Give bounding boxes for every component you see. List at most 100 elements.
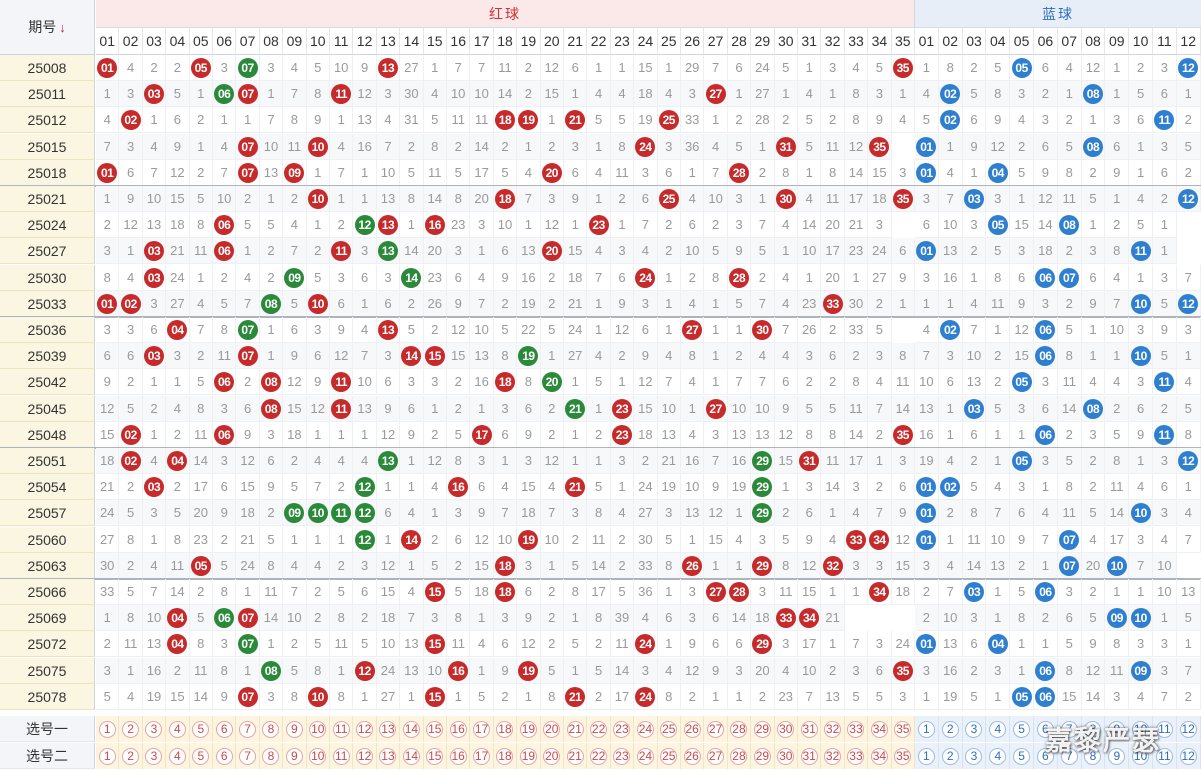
blue-select-cell[interactable]: 5 xyxy=(1010,743,1034,769)
red-select-cell[interactable]: 18 xyxy=(493,743,518,769)
red-select-cell[interactable]: 22 xyxy=(587,743,611,769)
red-select-cell[interactable]: 3 xyxy=(142,743,167,769)
blue-select-cell[interactable]: 11 xyxy=(1153,743,1177,769)
red-select-cell[interactable]: 30 xyxy=(774,716,798,742)
red-select-ball[interactable]: 19 xyxy=(519,747,537,765)
red-select-ball[interactable]: 17 xyxy=(473,720,491,738)
blue-select-ball[interactable]: 7 xyxy=(1060,720,1078,738)
red-select-cell[interactable]: 30 xyxy=(774,743,798,769)
blue-select-ball[interactable]: 6 xyxy=(1036,747,1054,765)
blue-select-cell[interactable]: 5 xyxy=(1010,716,1034,742)
red-select-ball[interactable]: 34 xyxy=(870,747,888,765)
blue-select-cell[interactable]: 4 xyxy=(986,743,1011,769)
red-select-cell[interactable]: 23 xyxy=(610,743,635,769)
blue-select-ball[interactable]: 4 xyxy=(989,720,1007,738)
red-select-ball[interactable]: 6 xyxy=(215,747,233,765)
red-select-cell[interactable]: 19 xyxy=(517,743,541,769)
red-select-ball[interactable]: 7 xyxy=(239,720,257,738)
red-select-ball[interactable]: 6 xyxy=(215,720,233,738)
red-select-ball[interactable]: 31 xyxy=(800,747,818,765)
blue-select-cell[interactable]: 7 xyxy=(1057,743,1082,769)
red-select-cell[interactable]: 11 xyxy=(330,743,354,769)
red-select-ball[interactable]: 24 xyxy=(636,720,654,738)
red-select-cell[interactable]: 9 xyxy=(283,743,307,769)
blue-select-ball[interactable]: 12 xyxy=(1179,747,1197,765)
red-select-cell[interactable]: 13 xyxy=(376,743,401,769)
red-select-ball[interactable]: 12 xyxy=(356,747,374,765)
red-select-ball[interactable]: 22 xyxy=(590,720,608,738)
red-select-cell[interactable]: 29 xyxy=(751,743,775,769)
red-select-ball[interactable]: 34 xyxy=(870,720,888,738)
blue-select-cell[interactable]: 1 xyxy=(915,743,939,769)
red-select-ball[interactable]: 29 xyxy=(753,720,771,738)
red-select-ball[interactable]: 21 xyxy=(566,720,584,738)
red-select-cell[interactable]: 8 xyxy=(259,743,284,769)
red-select-cell[interactable]: 17 xyxy=(470,716,494,742)
red-select-ball[interactable]: 20 xyxy=(543,720,561,738)
red-select-cell[interactable]: 8 xyxy=(259,716,284,742)
red-select-cell[interactable]: 35 xyxy=(891,716,915,742)
red-select-cell[interactable]: 32 xyxy=(821,716,845,742)
blue-select-ball[interactable]: 11 xyxy=(1155,720,1173,738)
blue-select-ball[interactable]: 2 xyxy=(941,747,959,765)
red-select-cell[interactable]: 2 xyxy=(119,716,143,742)
red-select-ball[interactable]: 10 xyxy=(309,720,327,738)
red-select-ball[interactable]: 18 xyxy=(496,747,514,765)
red-select-ball[interactable]: 25 xyxy=(660,720,678,738)
red-select-ball[interactable]: 35 xyxy=(894,720,912,738)
red-select-ball[interactable]: 14 xyxy=(402,747,420,765)
blue-select-cell[interactable]: 11 xyxy=(1153,716,1177,742)
blue-select-ball[interactable]: 10 xyxy=(1132,720,1150,738)
red-select-ball[interactable]: 18 xyxy=(496,720,514,738)
red-select-ball[interactable]: 7 xyxy=(239,747,257,765)
blue-select-ball[interactable]: 9 xyxy=(1108,747,1126,765)
red-select-ball[interactable]: 27 xyxy=(707,720,725,738)
red-select-ball[interactable]: 33 xyxy=(847,720,865,738)
red-select-cell[interactable]: 12 xyxy=(353,716,377,742)
blue-select-ball[interactable]: 3 xyxy=(965,720,983,738)
red-select-ball[interactable]: 4 xyxy=(168,747,186,765)
blue-select-cell[interactable]: 6 xyxy=(1034,743,1058,769)
red-select-cell[interactable]: 29 xyxy=(751,716,775,742)
red-select-cell[interactable]: 26 xyxy=(681,743,705,769)
red-select-ball[interactable]: 15 xyxy=(426,747,444,765)
red-select-ball[interactable]: 20 xyxy=(543,747,561,765)
red-select-ball[interactable]: 28 xyxy=(730,720,748,738)
red-select-ball[interactable]: 5 xyxy=(192,720,210,738)
blue-select-ball[interactable]: 4 xyxy=(989,747,1007,765)
red-select-ball[interactable]: 30 xyxy=(777,720,795,738)
red-select-ball[interactable]: 11 xyxy=(332,747,350,765)
red-select-cell[interactable]: 6 xyxy=(213,743,237,769)
period-header[interactable]: 期号 ↓ xyxy=(0,0,95,55)
red-select-ball[interactable]: 29 xyxy=(753,747,771,765)
blue-select-ball[interactable]: 5 xyxy=(1013,747,1031,765)
red-select-ball[interactable]: 16 xyxy=(449,747,467,765)
blue-select-cell[interactable]: 12 xyxy=(1176,716,1201,742)
red-select-cell[interactable]: 31 xyxy=(798,743,822,769)
red-select-ball[interactable]: 26 xyxy=(683,720,701,738)
red-select-cell[interactable]: 24 xyxy=(634,743,658,769)
red-select-ball[interactable]: 30 xyxy=(777,747,795,765)
red-select-cell[interactable]: 12 xyxy=(353,743,377,769)
red-select-cell[interactable]: 18 xyxy=(493,716,518,742)
red-select-ball[interactable]: 15 xyxy=(426,720,444,738)
red-select-cell[interactable]: 20 xyxy=(540,716,564,742)
red-select-cell[interactable]: 27 xyxy=(704,716,728,742)
red-select-cell[interactable]: 11 xyxy=(330,716,354,742)
red-select-cell[interactable]: 32 xyxy=(821,743,845,769)
blue-select-cell[interactable]: 2 xyxy=(938,716,963,742)
red-select-cell[interactable]: 28 xyxy=(727,743,752,769)
blue-select-ball[interactable]: 5 xyxy=(1013,720,1031,738)
blue-select-cell[interactable]: 6 xyxy=(1034,716,1058,742)
red-select-cell[interactable]: 28 xyxy=(727,716,752,742)
red-select-cell[interactable]: 3 xyxy=(142,716,167,742)
red-select-cell[interactable]: 34 xyxy=(868,743,892,769)
blue-select-ball[interactable]: 3 xyxy=(965,747,983,765)
red-select-cell[interactable]: 13 xyxy=(376,716,401,742)
red-select-cell[interactable]: 9 xyxy=(283,716,307,742)
red-select-cell[interactable]: 10 xyxy=(306,743,330,769)
red-select-cell[interactable]: 14 xyxy=(400,743,424,769)
red-select-cell[interactable]: 25 xyxy=(657,716,681,742)
red-select-ball[interactable]: 13 xyxy=(379,747,397,765)
red-select-cell[interactable]: 10 xyxy=(306,716,330,742)
